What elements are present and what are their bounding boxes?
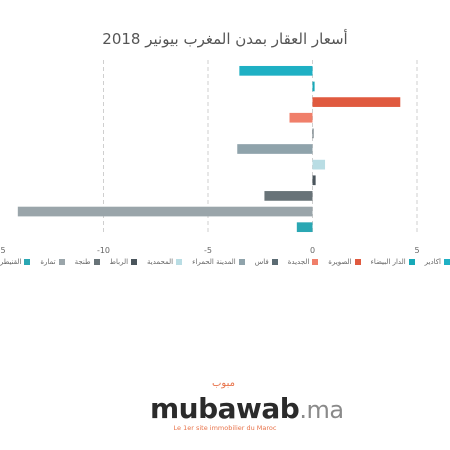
legend-item[interactable]: المحمدية [147, 258, 183, 266]
logo[interactable]: mubawab.ma [150, 392, 344, 425]
logo-wordmark: mubawab [150, 392, 300, 425]
bar[interactable] [312, 128, 314, 139]
legend-label: المدينة الحمراء [192, 258, 236, 266]
logo-tagline-arabic: مبوب [212, 378, 235, 389]
legend-swatch [354, 259, 361, 265]
x-tick-label: -15 [0, 246, 6, 255]
gridlines [103, 60, 418, 232]
legend-item[interactable]: أكادير [425, 258, 450, 266]
bar[interactable] [264, 191, 313, 201]
bar[interactable] [17, 206, 313, 217]
x-tick-label: 5 [414, 246, 419, 255]
legend-swatch [24, 259, 31, 265]
legend-label: تمارة [40, 258, 56, 266]
legend-label: الرباط [109, 258, 129, 266]
legend-item[interactable]: تمارة [40, 258, 65, 266]
x-tick-label: -10 [97, 246, 110, 255]
bar[interactable] [312, 81, 315, 92]
legend-label: أكادير [424, 258, 441, 266]
bar[interactable] [289, 112, 313, 123]
legend-swatch [238, 259, 245, 265]
legend-swatch [176, 259, 183, 265]
bar[interactable] [237, 144, 313, 154]
legend-item[interactable]: الرباط [110, 258, 138, 266]
logo-subtitle: Le 1er site immobilier du Maroc [173, 424, 277, 432]
bar[interactable] [296, 222, 313, 233]
legend-item[interactable]: الدار البيضاء [371, 258, 415, 266]
legend-item[interactable]: الصويرة [328, 258, 361, 266]
chart-title: أسعار العقار بمدن المغرب بيونير 2018 [102, 30, 348, 48]
legend-label: طنجة [74, 258, 91, 266]
legend-label: القنيطرة [0, 258, 22, 266]
legend-item[interactable]: المدينة الحمراء [192, 258, 245, 266]
legend-label: فاس [254, 258, 269, 266]
bar[interactable] [312, 175, 316, 186]
bar[interactable] [312, 97, 401, 107]
bar[interactable] [312, 159, 326, 170]
legend-swatch [271, 259, 278, 265]
legend-swatch [58, 259, 65, 265]
legend-swatch [312, 259, 319, 265]
legend: أكادير الدار البيضاء الصويرة الجديدة فاس المد… [0, 258, 450, 280]
bars [17, 65, 401, 233]
logo-extension: .ma [299, 396, 344, 424]
legend-item[interactable]: الجديدة [288, 258, 319, 266]
bar[interactable] [239, 65, 313, 76]
legend-swatch [93, 259, 100, 265]
legend-swatch [131, 259, 138, 265]
legend-item[interactable]: طنجة [75, 258, 100, 266]
legend-item[interactable]: القنيطرة [0, 258, 31, 266]
legend-label: الجديدة [287, 258, 310, 266]
legend-swatch [444, 259, 450, 265]
x-axis-ticks: -15 -10 -5 0 5 [0, 246, 420, 255]
legend-item[interactable]: فاس [255, 258, 278, 266]
legend-label: الصويرة [328, 258, 352, 266]
x-tick-label: 0 [310, 246, 315, 255]
legend-label: المحمدية [147, 258, 174, 266]
legend-label: الدار البيضاء [370, 258, 406, 266]
x-tick-label: -5 [204, 246, 212, 255]
legend-swatch [408, 259, 415, 265]
